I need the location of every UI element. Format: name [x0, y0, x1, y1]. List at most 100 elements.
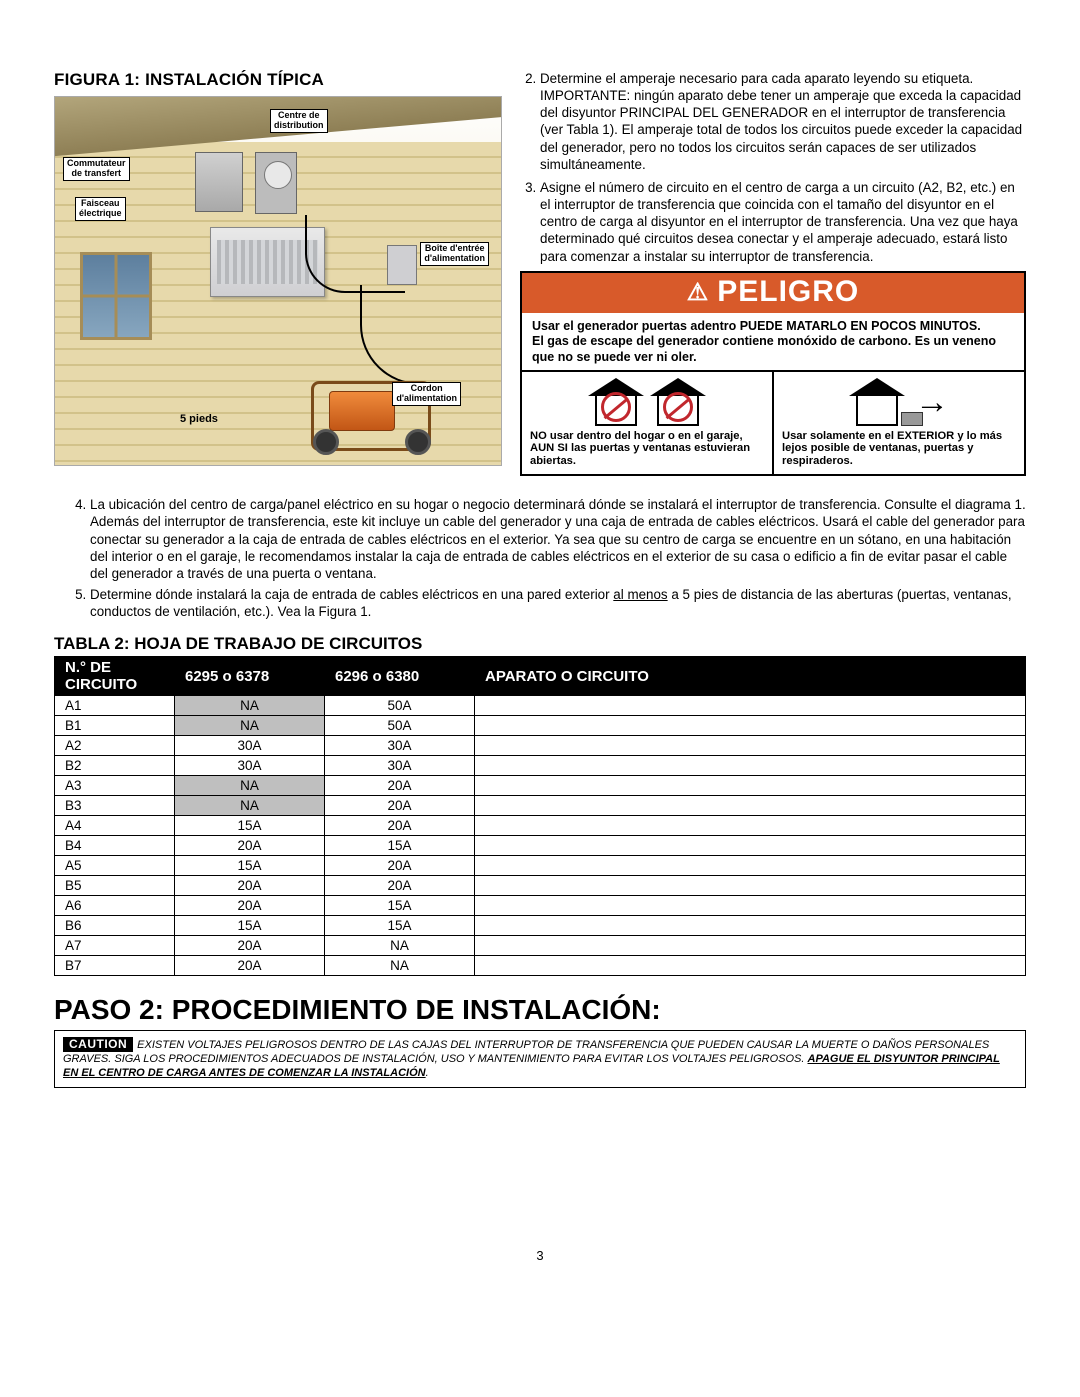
paso-title: PASO 2: PROCEDIMIENTO DE INSTALACIÓN: — [54, 994, 1026, 1026]
peligro-panel: ⚠PELIGRO Usar el generador puertas adent… — [520, 271, 1026, 477]
table-cell: 20A — [175, 956, 325, 976]
table-row: A620A15A — [55, 896, 1026, 916]
house-ok-icon — [849, 378, 905, 426]
table-cell: 30A — [325, 736, 475, 756]
table-cell: 20A — [325, 816, 475, 836]
table-row: A515A20A — [55, 856, 1026, 876]
table-cell — [475, 796, 1026, 816]
peligro-right-text: Usar solamente en el EXTERIOR y lo más l… — [782, 430, 1016, 469]
table-cell: NA — [175, 796, 325, 816]
label-faisceau: Faisceauélectrique — [75, 197, 126, 221]
table-row: A1NA50A — [55, 696, 1026, 716]
top-row: FIGURA 1: INSTALACIÓN TÍPICA Centre dedi… — [54, 70, 1026, 476]
table-cell: 20A — [175, 876, 325, 896]
instruction-list-top: Determine el amperaje necesario para cad… — [520, 70, 1026, 265]
label-boite: Boîte d'entréed'alimentation — [420, 242, 489, 266]
peligro-heading: ⚠PELIGRO — [522, 273, 1024, 313]
caution-tag: CAUTION — [63, 1037, 133, 1052]
label-distance: 5 pieds — [180, 413, 218, 425]
table-row: B1NA50A — [55, 716, 1026, 736]
label-commutateur: Commutateurde transfert — [63, 157, 130, 181]
peligro-right-cell: → Usar solamente en el EXTERIOR y lo más… — [774, 372, 1024, 475]
instruction-item: Asigne el número de circuito en el centr… — [540, 179, 1026, 265]
table-cell — [475, 896, 1026, 916]
table-cell — [475, 836, 1026, 856]
table-cell: B4 — [55, 836, 175, 856]
table-cell: 15A — [175, 856, 325, 876]
table-header-cell: N.° DE CIRCUITO — [55, 657, 175, 696]
peligro-left-text: NO usar dentro del hogar o en el garaje,… — [530, 430, 764, 469]
table-cell: A4 — [55, 816, 175, 836]
table-cell — [475, 756, 1026, 776]
page-number: 3 — [54, 1248, 1026, 1263]
garage-no-icon — [650, 378, 706, 426]
table-cell: 15A — [175, 916, 325, 936]
instruction-item: Determine el amperaje necesario para cad… — [540, 70, 1026, 173]
table-row: A415A20A — [55, 816, 1026, 836]
peligro-pictograms: NO usar dentro del hogar o en el garaje,… — [522, 372, 1024, 475]
table-cell: A1 — [55, 696, 175, 716]
table-cell: 50A — [325, 716, 475, 736]
table-row: A3NA20A — [55, 776, 1026, 796]
table-row: B3NA20A — [55, 796, 1026, 816]
table-cell: B3 — [55, 796, 175, 816]
circuit-table: N.° DE CIRCUITO6295 o 63786296 o 6380APA… — [54, 656, 1026, 976]
table-cell: NA — [325, 936, 475, 956]
peligro-heading-text: PELIGRO — [717, 275, 859, 308]
table-title: TABLA 2: HOJA DE TRABAJO DE CIRCUITOS — [54, 634, 1026, 654]
table-cell — [475, 816, 1026, 836]
warning-icon: ⚠ — [687, 278, 710, 307]
instruction-item: La ubicación del centro de carga/panel e… — [90, 496, 1026, 582]
table-cell — [475, 916, 1026, 936]
table-cell: B1 — [55, 716, 175, 736]
figure-illustration: Centre dedistribution Commutateurde tran… — [54, 96, 502, 466]
table-cell — [475, 956, 1026, 976]
table-row: B420A15A — [55, 836, 1026, 856]
instruction-list-below: La ubicación del centro de carga/panel e… — [54, 496, 1026, 620]
table-cell — [475, 736, 1026, 756]
table-cell: A2 — [55, 736, 175, 756]
table-header-cell: APARATO O CIRCUITO — [475, 657, 1026, 696]
table-cell: 20A — [325, 856, 475, 876]
table-cell: A6 — [55, 896, 175, 916]
caution-tail: . — [426, 1067, 429, 1079]
table-row: B720ANA — [55, 956, 1026, 976]
table-cell: 15A — [325, 896, 475, 916]
table-row: A720ANA — [55, 936, 1026, 956]
table-cell — [475, 876, 1026, 896]
table-cell: 15A — [175, 816, 325, 836]
table-row: A230A30A — [55, 736, 1026, 756]
right-column: Determine el amperaje necesario para cad… — [520, 70, 1026, 476]
table-row: B230A30A — [55, 756, 1026, 776]
table-cell — [475, 856, 1026, 876]
peligro-warning-text: Usar el generador puertas adentro PUEDE … — [522, 313, 1024, 372]
table-body: A1NA50AB1NA50AA230A30AB230A30AA3NA20AB3N… — [55, 696, 1026, 976]
instruction-item: Determine dónde instalará la caja de ent… — [90, 586, 1026, 620]
figure-title: FIGURA 1: INSTALACIÓN TÍPICA — [54, 70, 502, 90]
table-cell: 15A — [325, 836, 475, 856]
table-cell: 20A — [325, 876, 475, 896]
peligro-warn-line2: El gas de escape del generador contiene … — [532, 334, 1014, 365]
table-cell: 20A — [175, 936, 325, 956]
peligro-warn-line1: Usar el generador puertas adentro PUEDE … — [532, 319, 1014, 335]
table-cell: 20A — [325, 796, 475, 816]
table-cell: B2 — [55, 756, 175, 776]
table-cell: NA — [175, 716, 325, 736]
table-cell: 15A — [325, 916, 475, 936]
table-cell: 30A — [175, 756, 325, 776]
table-cell: NA — [175, 696, 325, 716]
table-cell: NA — [325, 956, 475, 976]
table-cell: NA — [175, 776, 325, 796]
label-cordon: Cordond'alimentation — [392, 382, 461, 406]
table-row: B615A15A — [55, 916, 1026, 936]
table-cell: B6 — [55, 916, 175, 936]
caution-box: CAUTIONEXISTEN VOLTAJES PELIGROSOS DENTR… — [54, 1030, 1026, 1087]
table-cell: B7 — [55, 956, 175, 976]
table-cell: 20A — [175, 896, 325, 916]
house-no-icon — [588, 378, 644, 426]
label-centre: Centre dedistribution — [270, 109, 328, 133]
table-cell: 50A — [325, 696, 475, 716]
table-cell: 20A — [325, 776, 475, 796]
table-cell — [475, 696, 1026, 716]
table-cell: 20A — [175, 836, 325, 856]
